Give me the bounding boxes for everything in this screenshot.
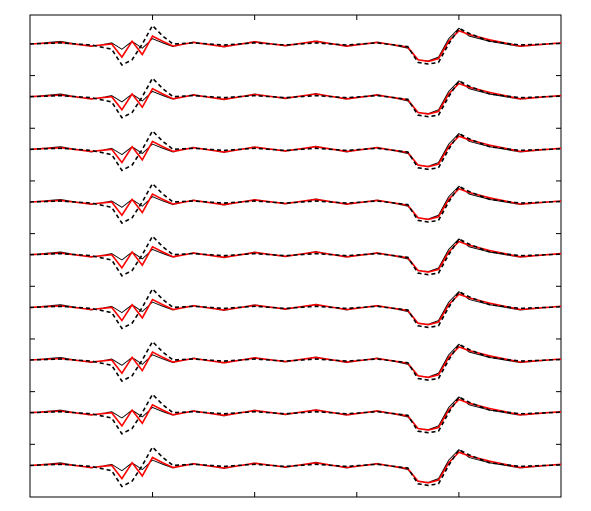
line: [29, 240, 562, 273]
line: [29, 82, 562, 115]
line: [29, 187, 562, 221]
line: [29, 293, 562, 326]
line: [29, 135, 562, 168]
line: [29, 451, 562, 484]
line: [29, 29, 562, 63]
line: [29, 345, 562, 379]
plot-frame: [29, 14, 562, 498]
line: [29, 398, 562, 431]
